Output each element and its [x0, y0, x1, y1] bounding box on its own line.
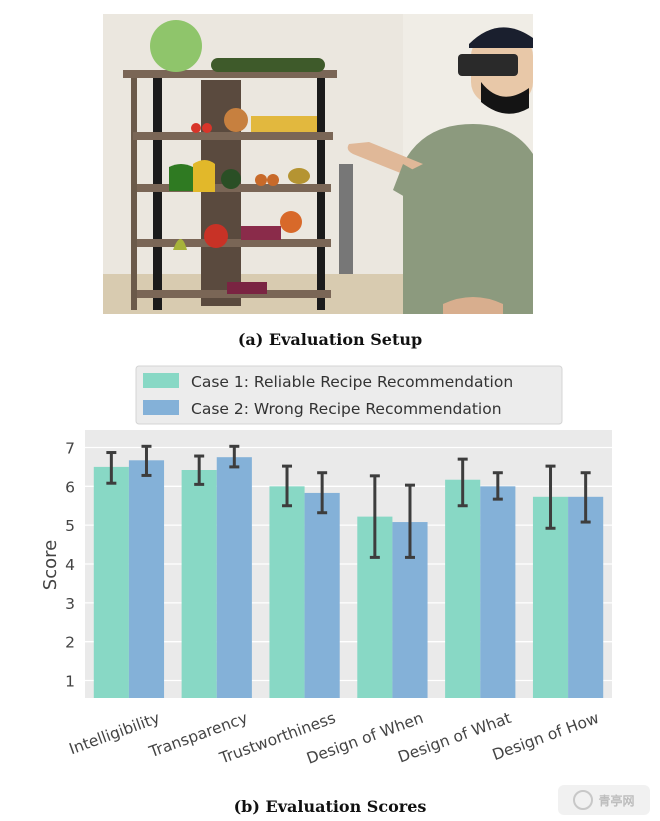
y-axis-label: Score — [40, 540, 61, 590]
caption-evaluation-scores: (b) Evaluation Scores — [233, 797, 427, 816]
error-bar — [580, 471, 591, 524]
error-bar — [492, 471, 503, 501]
bar-1 — [532, 496, 569, 698]
error-bars — [106, 444, 591, 559]
evaluation-scores-chart: Case 1: Reliable Recipe Recommendation C… — [40, 365, 612, 768]
watermark-text: 青亭网 — [598, 793, 635, 808]
y-tick-label: 6 — [65, 478, 75, 496]
bar-1 — [445, 479, 481, 698]
error-bar — [457, 457, 468, 508]
bar-2 — [480, 486, 516, 698]
y-tick-label: 4 — [65, 556, 75, 574]
legend-swatch-case-1 — [143, 373, 179, 388]
y-tick-label: 1 — [65, 673, 75, 691]
bar-1 — [269, 486, 305, 698]
error-bar — [317, 471, 328, 515]
y-tick-label: 5 — [65, 517, 75, 535]
legend-label-case-1: Case 1: Reliable Recipe Recommendation — [191, 373, 513, 391]
bar-2 — [128, 460, 165, 698]
y-tick-labels: 1 2 3 4 5 6 7 — [65, 439, 75, 690]
bar-2 — [568, 496, 604, 698]
legend-swatch-case-2 — [143, 400, 179, 415]
watermark-logo: 青亭网 — [558, 785, 650, 815]
y-tick-label: 7 — [65, 439, 75, 457]
gridlines — [85, 446, 612, 682]
bar-2 — [216, 457, 252, 698]
error-bar — [194, 454, 205, 486]
legend: Case 1: Reliable Recipe Recommendation C… — [135, 365, 563, 425]
error-bar — [282, 464, 293, 508]
caption-evaluation-setup: (a) Evaluation Setup — [237, 330, 423, 349]
bar-1 — [181, 470, 217, 698]
x-tick-labels: IntelligibilityTransparencyTrustworthine… — [67, 709, 602, 768]
legend-label-case-2: Case 2: Wrong Recipe Recommendation — [191, 400, 502, 418]
error-bar — [545, 464, 556, 530]
bar-2 — [304, 492, 340, 698]
evaluation-setup-photo — [103, 14, 533, 314]
error-bar — [369, 474, 380, 559]
error-bar — [141, 444, 152, 477]
x-tick-label: Intelligibility — [67, 709, 163, 758]
error-bar — [404, 483, 415, 559]
y-tick-label: 2 — [65, 634, 75, 652]
bar-1 — [93, 466, 129, 698]
error-bar — [229, 444, 240, 469]
watermark-icon — [573, 790, 594, 810]
error-bar — [106, 451, 117, 485]
y-tick-label: 3 — [65, 595, 75, 613]
